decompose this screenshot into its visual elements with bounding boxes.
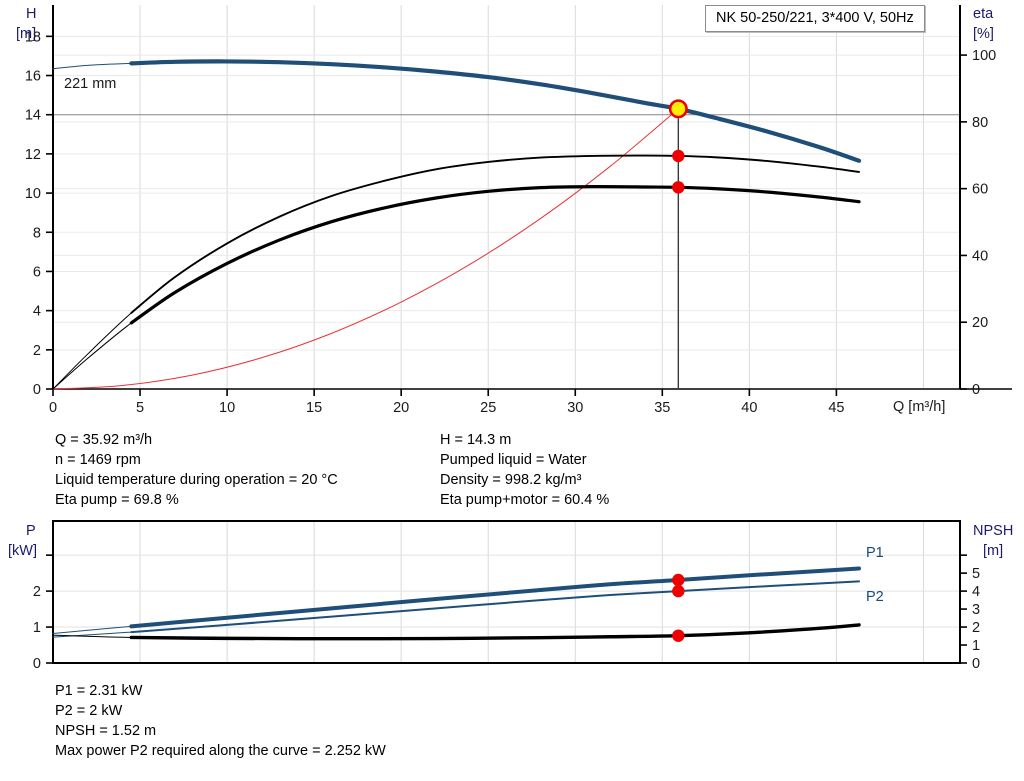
- eta-tick-label: 100: [972, 48, 996, 64]
- head-eta-chart: 0 2 4 6 8 10 12 14 16 18 0 20 40 60 80 100 0 5 10 15 20 25 30 3…: [16, 5, 1012, 416]
- q-tick-label: 0: [49, 400, 57, 416]
- eta-axis-title-line2: [%]: [973, 26, 994, 42]
- p2-curve-label: P2: [866, 589, 884, 605]
- q-tick-label: 45: [828, 400, 844, 416]
- duty-marker-eta-pump: [672, 149, 685, 163]
- eta-tick-label: 20: [972, 315, 988, 331]
- eta-axis-title-line1: eta: [973, 6, 994, 22]
- p1-curve-label: P1: [866, 545, 884, 561]
- info-bottom-block: P1 = 2.31 kW P2 = 2 kW NPSH = 1.52 m Max…: [55, 681, 386, 761]
- system-curve: [52, 108, 679, 390]
- power-chart-axes: [46, 520, 967, 664]
- h-tick-label: 2: [33, 343, 41, 359]
- info-left-block: Q = 35.92 m³/h n = 1469 rpm Liquid tempe…: [55, 430, 338, 510]
- npsh-tick-label: 2: [972, 620, 980, 636]
- p-axis-title-line2: [kW]: [8, 543, 37, 559]
- info-line-eta-pump: Eta pump = 69.8 %: [55, 492, 179, 508]
- info-right-block: H = 14.3 m Pumped liquid = Water Density…: [440, 430, 609, 510]
- npsh-tick-label: 1: [972, 638, 980, 654]
- p-axis-title-line1: P: [26, 523, 36, 539]
- npsh-axis-title-line2: [m]: [983, 543, 1003, 559]
- power-chart-curves: [52, 566, 862, 642]
- main-chart-tick-labels: 0 2 4 6 8 10 12 14 16 18 0 20 40 60 80 100 0 5 10 15 20 25 30 3…: [25, 29, 996, 416]
- npsh-tick-label: 5: [972, 566, 980, 582]
- h-tick-label: 6: [33, 264, 41, 280]
- duty-marker-eta-pump-motor: [672, 181, 685, 194]
- h-axis-title-line2: [m]: [16, 26, 36, 42]
- npsh-tick-label: 4: [972, 584, 980, 600]
- duty-point-marker: [668, 99, 688, 119]
- eta-pump-motor-curve: [129, 185, 861, 325]
- h-tick-label: 4: [33, 304, 41, 320]
- q-tick-label: 25: [480, 400, 496, 416]
- q-tick-label: 30: [567, 400, 583, 416]
- p-tick-label: 2: [33, 584, 41, 600]
- power-chart-tick-labels: 0 1 2 0 1 2 3 4 5: [33, 566, 980, 672]
- info-line-density: Density = 998.2 kg/m³: [440, 472, 582, 488]
- eta-tick-label: 80: [972, 115, 988, 131]
- h-tick-label: 8: [33, 225, 41, 241]
- q-tick-label: 5: [136, 400, 144, 416]
- info-line-n: n = 1469 rpm: [55, 452, 141, 468]
- duty-marker-p1: [672, 573, 685, 587]
- power-chart-frame: [52, 520, 961, 664]
- model-legend-text: NK 50-250/221, 3*400 V, 50Hz: [716, 10, 914, 26]
- npsh-tick-label: 0: [972, 656, 980, 672]
- q-tick-label: 20: [393, 400, 409, 416]
- model-legend-box: NK 50-250/221, 3*400 V, 50Hz: [705, 5, 925, 32]
- q-tick-label: 40: [741, 400, 757, 416]
- h-tick-label: 14: [25, 108, 41, 124]
- q-tick-label: 35: [654, 400, 670, 416]
- info-line-q: Q = 35.92 m³/h: [55, 432, 153, 448]
- head-curve-thin: [52, 60, 860, 162]
- h-tick-label: 10: [25, 186, 41, 202]
- eta-tick-label: 60: [972, 182, 988, 198]
- p1-curve: [129, 566, 862, 629]
- info-line-eta-pump-motor: Eta pump+motor = 60.4 %: [440, 492, 610, 508]
- info-line-h: H = 14.3 m: [440, 432, 512, 448]
- h-tick-label: 18: [25, 29, 41, 45]
- npsh-tick-label: 3: [972, 602, 980, 618]
- info-line-p1: P1 = 2.31 kW: [55, 683, 143, 699]
- duty-marker-p2: [672, 584, 685, 598]
- q-tick-label: 15: [306, 400, 322, 416]
- info-line-p2: P2 = 2 kW: [55, 703, 123, 719]
- duty-marker-npsh: [672, 629, 685, 642]
- h-tick-label: 16: [25, 69, 41, 85]
- q-tick-label: 10: [219, 400, 235, 416]
- npsh-axis-title-line1: NPSH: [973, 523, 1013, 539]
- info-line-max-power: Max power P2 required along the curve = …: [55, 743, 386, 759]
- p-tick-label: 1: [33, 620, 41, 636]
- info-line-npsh: NPSH = 1.52 m: [55, 723, 157, 739]
- h-axis-title-line1: H: [26, 6, 36, 22]
- head-curve: [129, 59, 862, 163]
- power-npsh-chart: 0 1 2 0 1 2 3 4 5 P [kW] NPSH [m] P1 P2: [8, 520, 1013, 672]
- eta-tick-label: 0: [972, 382, 980, 398]
- h-tick-label: 12: [25, 147, 41, 163]
- npsh-curve: [129, 623, 861, 641]
- p2-curve: [130, 580, 861, 634]
- eta-tick-label: 40: [972, 248, 988, 264]
- impeller-diameter-label: 221 mm: [64, 76, 116, 92]
- eta-pump-motor-curve-thin: [52, 186, 860, 390]
- h-tick-label: 0: [33, 382, 41, 398]
- main-chart-curves: [52, 59, 862, 390]
- p-tick-label: 0: [33, 656, 41, 672]
- info-line-liquid-temp: Liquid temperature during operation = 20…: [55, 472, 338, 488]
- info-line-pumped-liquid: Pumped liquid = Water: [440, 452, 587, 468]
- q-axis-title: Q [m³/h]: [893, 399, 945, 415]
- eta-pump-curve: [130, 154, 860, 314]
